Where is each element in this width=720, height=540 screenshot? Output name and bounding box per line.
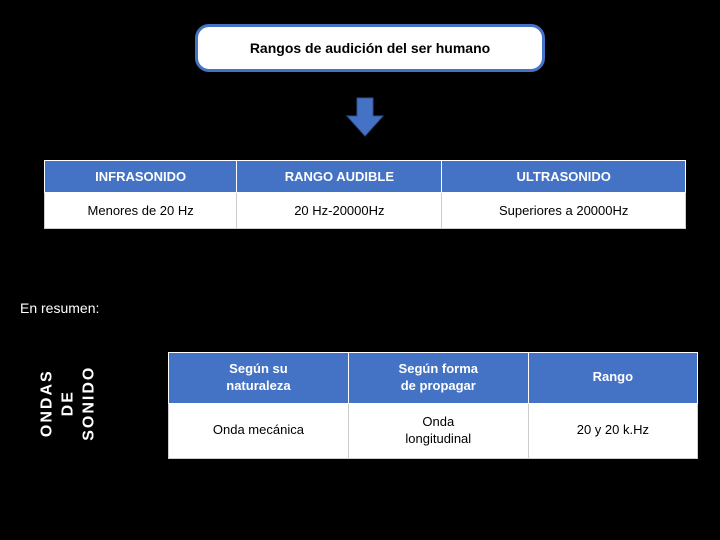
- summary-label: En resumen:: [20, 300, 99, 316]
- table-row: Menores de 20 Hz 20 Hz-20000Hz Superiore…: [45, 193, 686, 229]
- cell-propagar: Ondalongitudinal: [348, 403, 528, 458]
- down-arrow-icon: [345, 96, 385, 138]
- summary-table: Según sunaturaleza Según formade propaga…: [168, 352, 698, 459]
- vertical-text: ONDAS DE SONIDO: [38, 365, 100, 440]
- cell-ultrasonido: Superiores a 20000Hz: [442, 193, 686, 229]
- title-box: Rangos de audición del ser humano: [195, 24, 545, 72]
- col-header-propagar: Según formade propagar: [348, 353, 528, 404]
- title-text: Rangos de audición del ser humano: [250, 40, 490, 56]
- col-header-rango: Rango: [528, 353, 697, 404]
- cell-naturaleza: Onda mecánica: [169, 403, 349, 458]
- cell-infrasonido: Menores de 20 Hz: [45, 193, 237, 229]
- table-header-row: INFRASONIDO RANGO AUDIBLE ULTRASONIDO: [45, 161, 686, 193]
- col-header-infrasonido: INFRASONIDO: [45, 161, 237, 193]
- vertical-label-ondas: ONDAS DE SONIDO: [14, 348, 124, 458]
- table-row: Onda mecánica Ondalongitudinal 20 y 20 k…: [169, 403, 698, 458]
- col-header-naturaleza: Según sunaturaleza: [169, 353, 349, 404]
- col-header-audible: RANGO AUDIBLE: [237, 161, 442, 193]
- hearing-range-table: INFRASONIDO RANGO AUDIBLE ULTRASONIDO Me…: [44, 160, 686, 229]
- col-header-ultrasonido: ULTRASONIDO: [442, 161, 686, 193]
- table-header-row: Según sunaturaleza Según formade propaga…: [169, 353, 698, 404]
- cell-rango: 20 y 20 k.Hz: [528, 403, 697, 458]
- cell-audible: 20 Hz-20000Hz: [237, 193, 442, 229]
